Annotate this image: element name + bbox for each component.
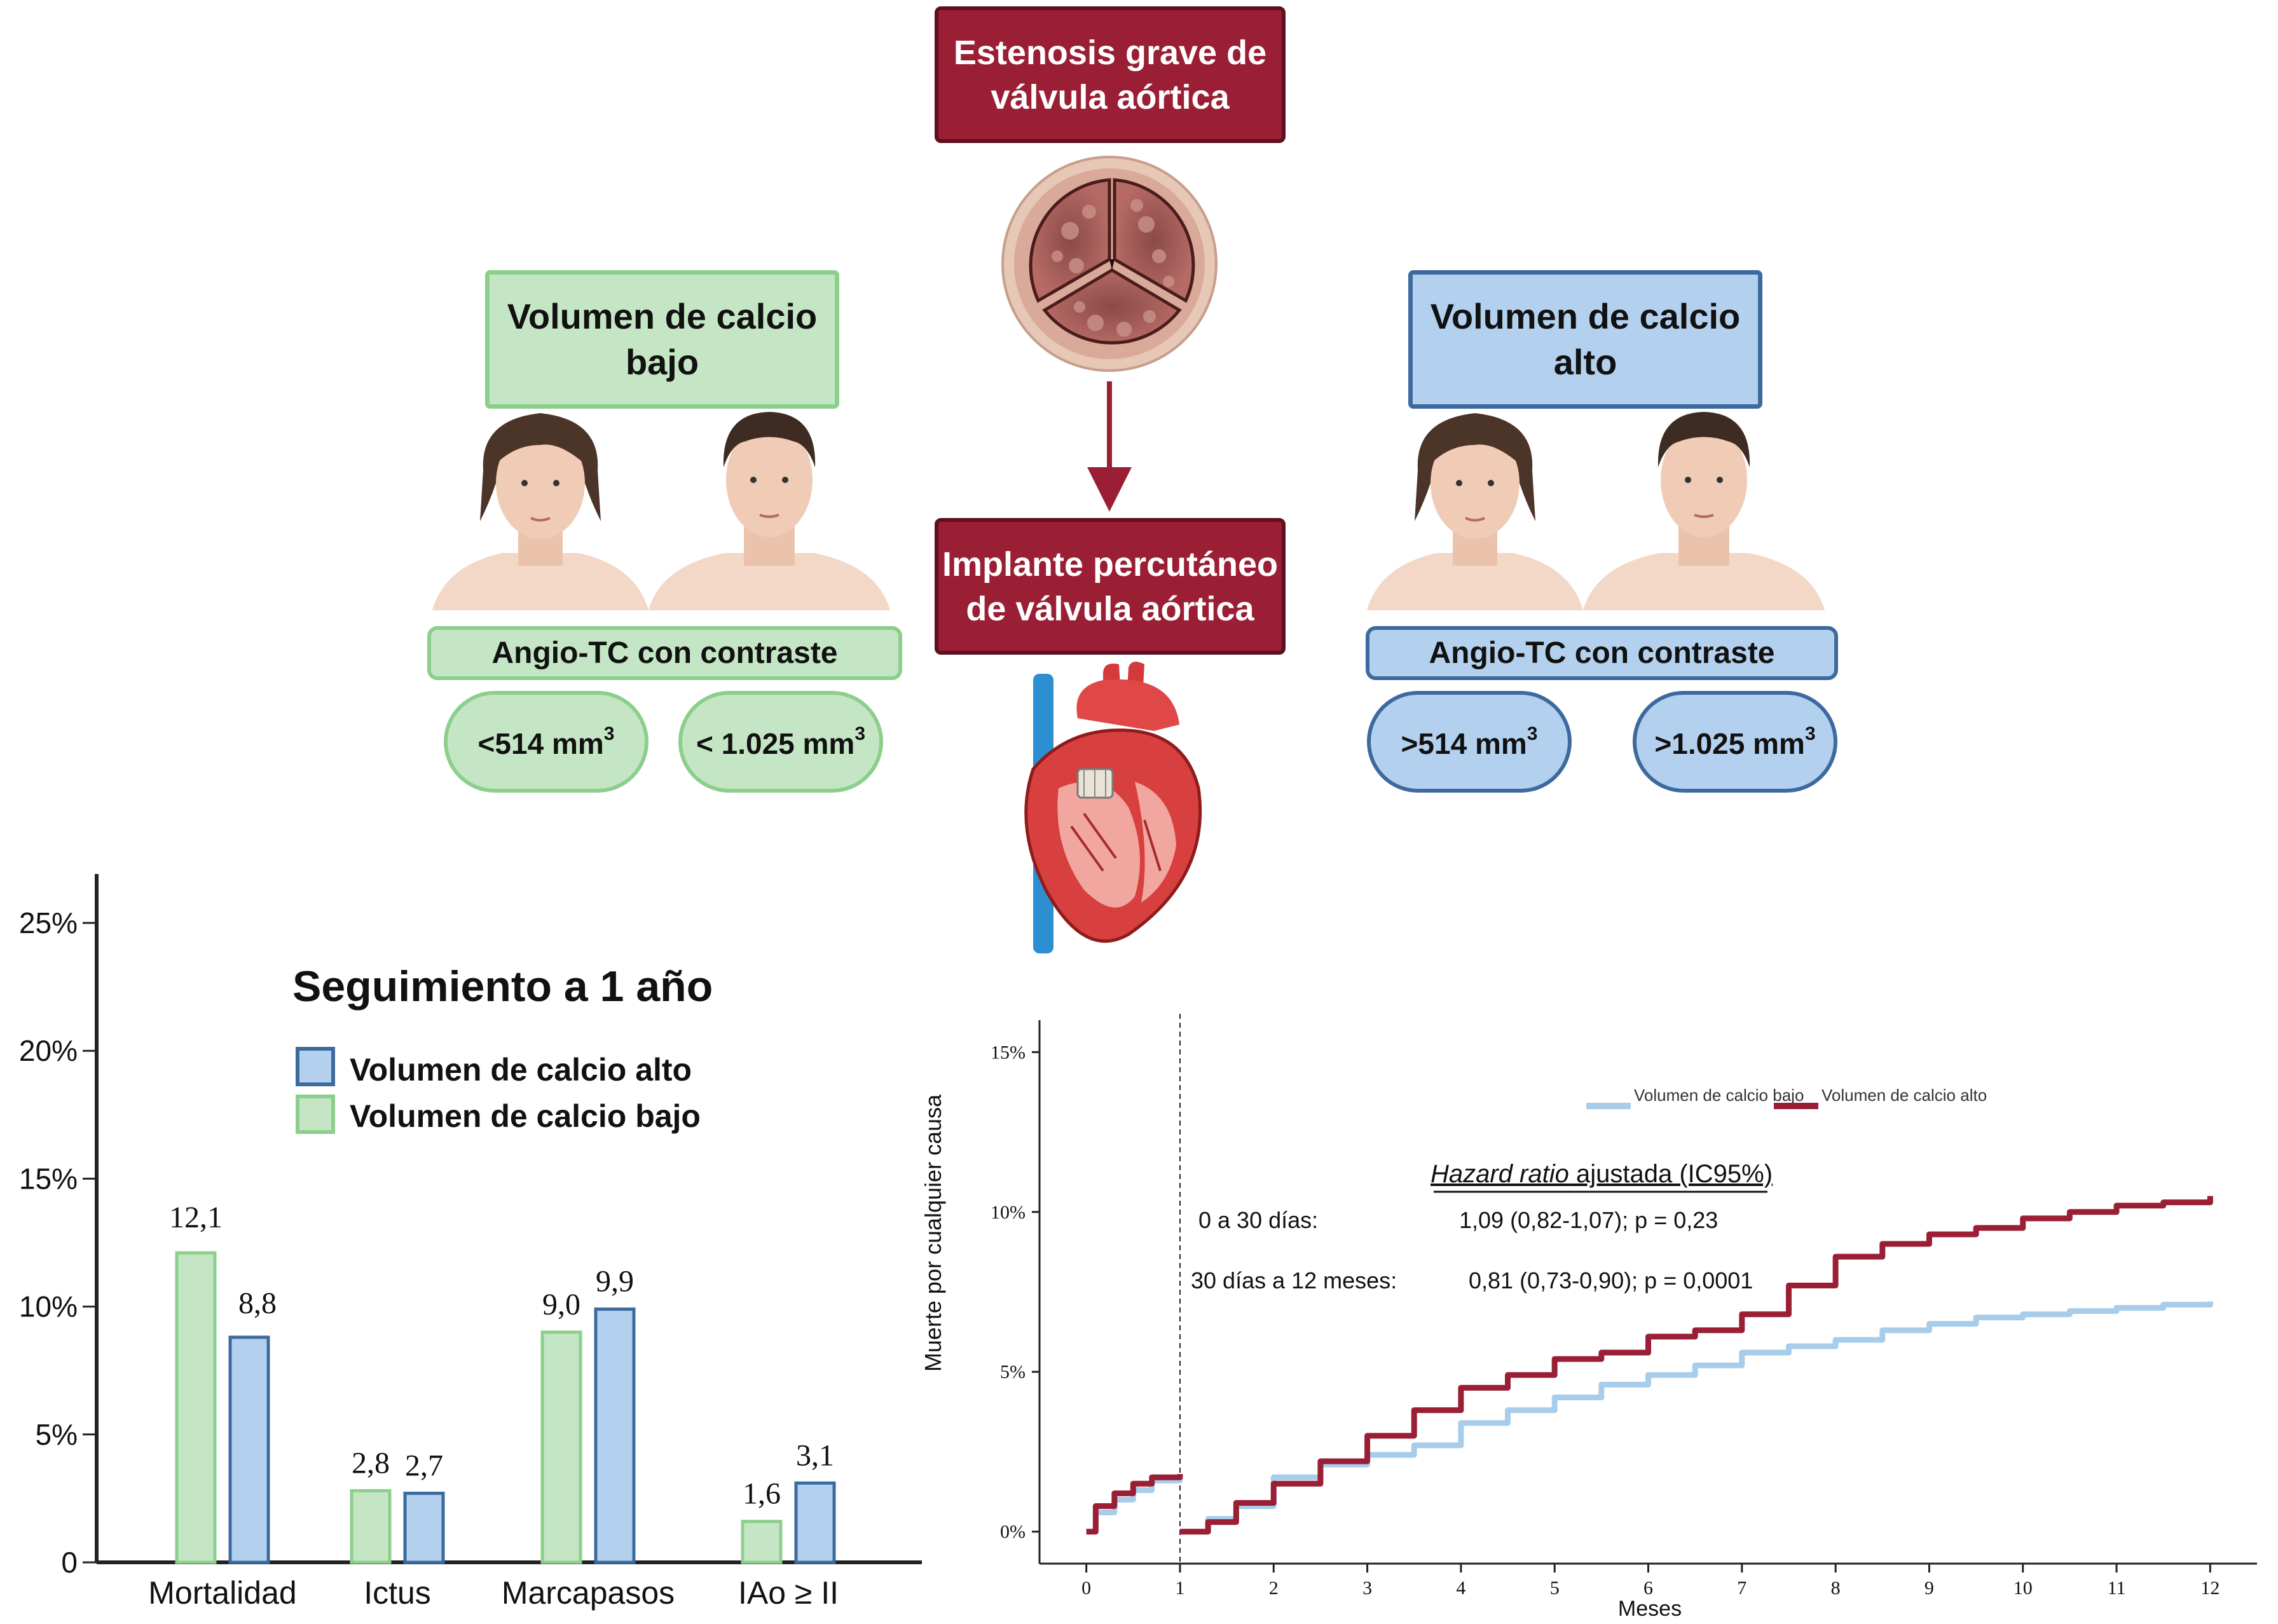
km-y-axis-label: Muerte por cualquier causa (920, 1094, 946, 1372)
bar-value-label: 8,8 (238, 1286, 277, 1320)
bar-category-label: Ictus (364, 1575, 431, 1611)
woman-icon (432, 413, 648, 610)
bar-category-label: Mortalidad (148, 1575, 296, 1611)
hazard-ratio-header: Hazard ratio ajustada (IC95%) (1431, 1160, 1773, 1188)
bar-y-tick-label: 15% (19, 1162, 78, 1195)
survival-curve-chart: 0%5%10%15%0 1 2 3 4 5 6 7 8 9 10 11 12 Muerte por cu… (920, 1014, 2257, 1621)
bar-y-tick-label: 5% (36, 1418, 78, 1451)
km-x-axis-label: Meses (1618, 1597, 1682, 1621)
bar-value-label: 12,1 (169, 1201, 223, 1234)
down-arrow-icon (1087, 381, 1132, 512)
km-y-tick-label: 0% (1000, 1522, 1026, 1543)
tavi-procedure-label: Implante percutáneo de válvula aórtica (942, 545, 1279, 628)
low-male-threshold: < 1.025 mm3 (696, 723, 866, 760)
bar-y-tick-label: 10% (19, 1290, 78, 1323)
km-legend-low-label: Volumen de calcio bajo (1634, 1086, 1804, 1105)
km-y-tick-label: 15% (991, 1042, 1026, 1063)
bar-high-calcium (794, 1481, 836, 1564)
low-ct-label-box: Angio-TC con contraste (427, 626, 902, 680)
bar-high-calcium (594, 1307, 636, 1564)
km-y-tick-label: 10% (991, 1202, 1026, 1223)
km-x-tick-label: 12 (2200, 1578, 2220, 1599)
bar-value-label: 9,0 (542, 1288, 580, 1321)
hr-row1-label: 0 a 30 días: (1198, 1207, 1318, 1233)
hr-row2-value: 0,81 (0,73-0,90); p = 0,0001 (1469, 1267, 1753, 1293)
severe-aortic-stenosis-box: Estenosis grave de válvula aórtica (935, 6, 1286, 143)
bar-value-label: 3,1 (796, 1438, 834, 1472)
high-female-threshold: >514 mm3 (1401, 723, 1538, 760)
low-ct-label: Angio-TC con contraste (491, 636, 838, 670)
low-calcium-title-box: Volumen de calcio bajo (485, 270, 839, 409)
bar-category-label: IAo ≥ II (738, 1575, 839, 1611)
km-y-tick-label: 5% (1000, 1361, 1026, 1382)
low-female-threshold: <514 mm3 (477, 723, 615, 760)
bar-high-calcium (228, 1335, 270, 1564)
km-line-high-calcium (1086, 1474, 1183, 1535)
km-x-tick-label: 0 (1081, 1578, 1091, 1599)
low-male-threshold-pill: < 1.025 mm3 (678, 691, 883, 793)
km-x-tick-label: 4 (1456, 1578, 1465, 1599)
bar-y-tick-label: 20% (19, 1034, 78, 1067)
man-icon (1583, 412, 1825, 610)
heart-icon (1024, 662, 1202, 953)
severe-aortic-stenosis-label: Estenosis grave de válvula aórtica (953, 33, 1267, 116)
woman-icon (1367, 413, 1583, 610)
bar-value-label: 9,9 (596, 1265, 634, 1299)
bar-chart-title: Seguimiento a 1 año (292, 962, 713, 1011)
bar-category-label: Marcapasos (502, 1575, 675, 1611)
high-female-threshold-pill: >514 mm3 (1367, 691, 1572, 793)
km-x-tick-label: 11 (2108, 1578, 2126, 1599)
aortic-valve-icon (1001, 156, 1218, 372)
bar-low-calcium (175, 1251, 217, 1564)
bar-value-label: 2,8 (352, 1446, 390, 1480)
km-legend-high-label: Volumen de calcio alto (1822, 1086, 1987, 1105)
low-calcium-title: Volumen de calcio bajo (507, 296, 818, 382)
bar-low-calcium (540, 1330, 582, 1564)
high-calcium-title-box: Volumen de calcio alto (1408, 270, 1762, 409)
km-x-tick-label: 10 (2014, 1578, 2033, 1599)
km-x-tick-label: 3 (1362, 1578, 1372, 1599)
legend-high-label: Volumen de calcio alto (350, 1052, 692, 1088)
low-female-threshold-pill: <514 mm3 (444, 691, 648, 793)
bar-low-calcium (741, 1520, 783, 1564)
km-x-tick-label: 1 (1175, 1578, 1184, 1599)
km-x-tick-label: 7 (1737, 1578, 1746, 1599)
tavi-procedure-box: Implante percutáneo de válvula aórtica (935, 518, 1286, 655)
bar-y-tick-label: 25% (19, 906, 78, 939)
legend-high-swatch (296, 1047, 335, 1086)
km-x-tick-label: 9 (1925, 1578, 1934, 1599)
hr-row1-value: 1,09 (0,82-1,07); p = 0,23 (1459, 1207, 1718, 1233)
bar-value-label: 1,6 (743, 1477, 781, 1511)
km-x-tick-label: 8 (1831, 1578, 1841, 1599)
high-male-threshold-pill: >1.025 mm3 (1633, 691, 1837, 793)
km-x-tick-label: 2 (1269, 1578, 1279, 1599)
bar-value-label: 2,7 (405, 1449, 443, 1482)
bar-y-tick-label: 0 (61, 1546, 78, 1579)
legend-low-swatch (296, 1095, 335, 1134)
km-line-high-calcium (1179, 1196, 2213, 1535)
legend-low-label: Volumen de calcio bajo (350, 1098, 701, 1134)
km-x-tick-label: 5 (1550, 1578, 1560, 1599)
bar-high-calcium (403, 1491, 445, 1564)
high-calcium-title: Volumen de calcio alto (1430, 296, 1741, 382)
high-ct-label: Angio-TC con contraste (1429, 636, 1775, 670)
man-icon (648, 412, 890, 610)
hr-row2-label: 30 días a 12 meses: (1191, 1267, 1397, 1293)
follow-up-bar-chart: 0 5% 10% 15% 20% 25% 12,1 8,8 Mortalidad 2,8 2,7 I… (19, 874, 922, 1611)
bar-low-calcium (350, 1489, 392, 1564)
high-ct-label-box: Angio-TC con contraste (1366, 626, 1838, 680)
km-x-tick-label: 6 (1643, 1578, 1653, 1599)
high-male-threshold: >1.025 mm3 (1654, 723, 1816, 760)
